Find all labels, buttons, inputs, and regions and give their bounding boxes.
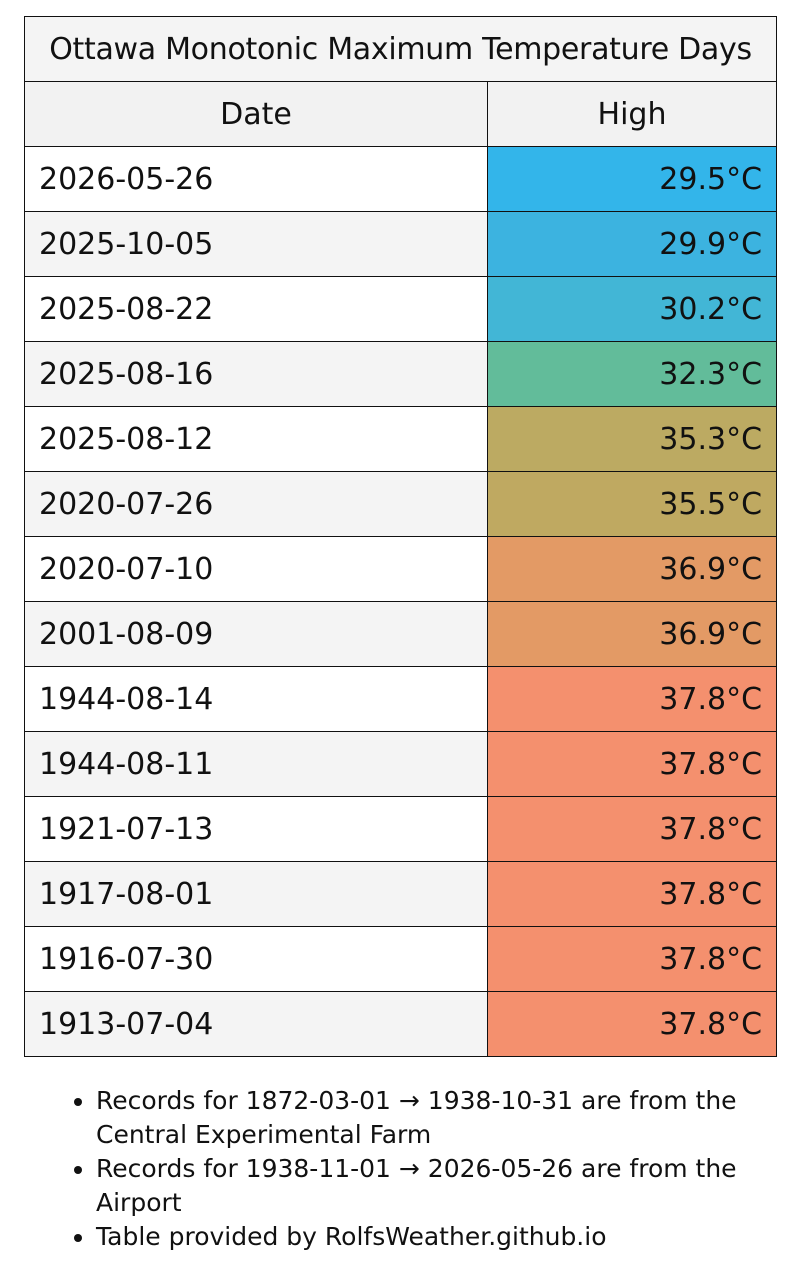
high-temperature-cell: 37.8°C <box>486 861 778 927</box>
table-row: 2025-10-05 29.9°C <box>24 211 778 277</box>
table-title: Ottawa Monotonic Maximum Temperature Day… <box>23 16 778 82</box>
date-cell: 1921-07-13 <box>24 796 488 862</box>
date-cell: 2025-08-12 <box>24 406 488 472</box>
temperature-records-table: Ottawa Monotonic Maximum Temperature Day… <box>23 16 778 1057</box>
footnote-item: Records for 1872-03-01 → 1938-10-31 are … <box>96 1084 800 1152</box>
high-column-header: High <box>486 81 778 147</box>
date-cell: 2025-08-22 <box>24 276 488 342</box>
date-cell: 1913-07-04 <box>24 991 488 1057</box>
table-row: 2001-08-09 36.9°C <box>24 601 778 667</box>
table-row: 1917-08-01 37.8°C <box>24 861 778 927</box>
high-temperature-cell: 30.2°C <box>486 276 778 342</box>
table-row: 1944-08-14 37.8°C <box>24 666 778 732</box>
high-temperature-cell: 37.8°C <box>486 796 778 862</box>
table-row: 1944-08-11 37.8°C <box>24 731 778 797</box>
footnote-item: Table provided by RolfsWeather.github.io <box>96 1220 800 1254</box>
high-temperature-cell: 37.8°C <box>486 731 778 797</box>
high-temperature-cell: 37.8°C <box>486 926 778 992</box>
date-cell: 2020-07-10 <box>24 536 488 602</box>
date-cell: 2020-07-26 <box>24 471 488 537</box>
footnote-item: Records for 1938-11-01 → 2026-05-26 are … <box>96 1152 800 1220</box>
date-column-header: Date <box>24 81 488 147</box>
high-temperature-cell: 36.9°C <box>486 601 778 667</box>
table-row: 1916-07-30 37.8°C <box>24 926 778 992</box>
table-row: 2020-07-10 36.9°C <box>24 536 778 602</box>
date-cell: 1944-08-11 <box>24 731 488 797</box>
high-temperature-cell: 35.3°C <box>486 406 778 472</box>
high-temperature-cell: 35.5°C <box>486 471 778 537</box>
table-row: 2026-05-26 29.5°C <box>24 146 778 212</box>
high-temperature-cell: 29.9°C <box>486 211 778 277</box>
table-row: 1913-07-04 37.8°C <box>24 991 778 1057</box>
table-row: 2025-08-16 32.3°C <box>24 341 778 407</box>
high-temperature-cell: 32.3°C <box>486 341 778 407</box>
date-cell: 1944-08-14 <box>24 666 488 732</box>
date-cell: 2025-10-05 <box>24 211 488 277</box>
high-temperature-cell: 37.8°C <box>486 666 778 732</box>
table-row: 2025-08-22 30.2°C <box>24 276 778 342</box>
date-cell: 1917-08-01 <box>24 861 488 927</box>
date-cell: 1916-07-30 <box>24 926 488 992</box>
high-temperature-cell: 36.9°C <box>486 536 778 602</box>
date-cell: 2025-08-16 <box>24 341 488 407</box>
table-row: 2020-07-26 35.5°C <box>24 471 778 537</box>
footnotes-list: Records for 1872-03-01 → 1938-10-31 are … <box>48 1084 800 1254</box>
date-cell: 2026-05-26 <box>24 146 488 212</box>
high-temperature-cell: 29.5°C <box>486 146 778 212</box>
date-cell: 2001-08-09 <box>24 601 488 667</box>
table-row: 2025-08-12 35.3°C <box>24 406 778 472</box>
table-row: 1921-07-13 37.8°C <box>24 796 778 862</box>
table-body: 2026-05-26 29.5°C 2025-10-05 29.9°C 2025-08-… <box>24 146 778 1057</box>
high-temperature-cell: 37.8°C <box>486 991 778 1057</box>
